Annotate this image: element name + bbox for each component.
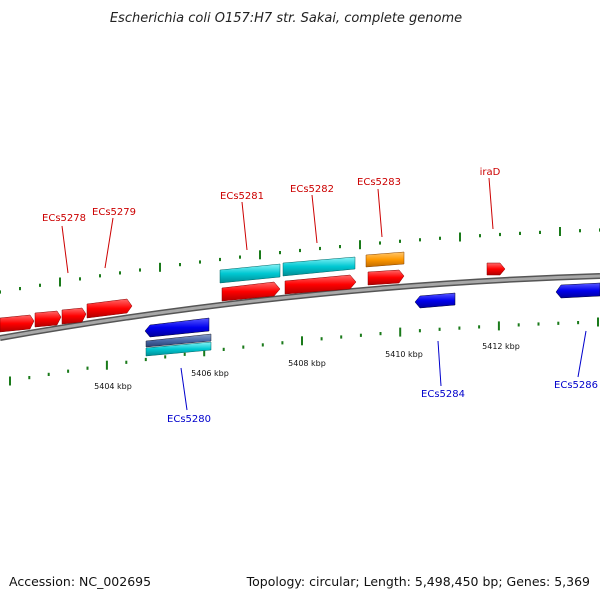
feature-ECs5281[interactable] <box>219 263 281 284</box>
reverse-features <box>144 282 600 357</box>
feature-ECs5280-cds[interactable] <box>144 317 210 338</box>
forward-labels: ECs5278 ECs5279 ECs5281 ECs5282 ECs5283 … <box>42 167 501 274</box>
feature-ECs5283[interactable] <box>365 251 405 268</box>
gene-label[interactable]: ECs5279 <box>92 207 136 218</box>
feature-ECs5282-cds[interactable] <box>284 274 357 295</box>
feature-ECs5280-gene[interactable] <box>145 333 212 348</box>
tick-label: 5404 kbp <box>94 382 132 391</box>
gene-label[interactable]: ECs5278 <box>42 213 86 224</box>
tick-label: 5406 kbp <box>191 369 229 378</box>
reverse-labels: ECs5280 ECs5284 ECs5286 <box>167 330 598 425</box>
tick-label: 5408 kbp <box>288 359 326 368</box>
gene-label[interactable]: ECs5282 <box>290 184 334 195</box>
accession-text: Accession: NC_002695 <box>9 574 151 589</box>
backbone <box>0 274 600 340</box>
gene-label[interactable]: iraD <box>480 167 501 178</box>
feature-ECs5283-cds[interactable] <box>367 269 405 286</box>
tick-label: 5410 kbp <box>385 350 423 359</box>
outer-tick-ring <box>0 227 600 294</box>
inner-tick-ring <box>9 317 599 386</box>
feature-ECs5282[interactable] <box>282 256 356 277</box>
map-title: Escherichia coli O157:H7 str. Sakai, com… <box>110 11 462 26</box>
feature-ECs5277[interactable] <box>0 314 35 333</box>
feature-ECs5286[interactable] <box>555 282 600 299</box>
feature-ECs5280[interactable] <box>145 341 212 357</box>
feature-ECs5279[interactable] <box>86 298 133 319</box>
feature-ECs5281-cds[interactable] <box>221 281 281 302</box>
feature-iraD[interactable] <box>486 262 506 276</box>
genome-summary-text: Topology: circular; Length: 5,498,450 bp… <box>246 574 590 589</box>
forward-features <box>0 251 506 333</box>
tick-label: 5412 kbp <box>482 342 520 351</box>
gene-label[interactable]: ECs5286 <box>554 380 598 391</box>
feature-ECs5279a[interactable] <box>61 307 87 325</box>
gene-label[interactable]: ECs5284 <box>421 389 465 400</box>
gene-label[interactable]: ECs5281 <box>220 191 264 202</box>
feature-ECs5278[interactable] <box>34 310 62 328</box>
gene-label[interactable]: ECs5280 <box>167 414 211 425</box>
gene-label[interactable]: ECs5283 <box>357 177 401 188</box>
feature-ECs5284[interactable] <box>414 292 456 309</box>
